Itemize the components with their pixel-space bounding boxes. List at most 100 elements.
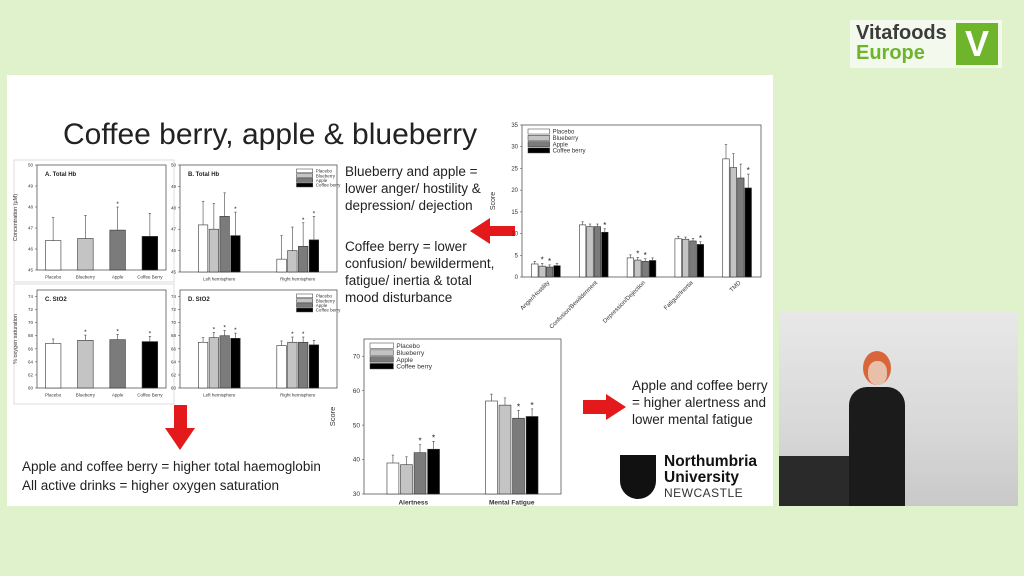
legend-label: Blueberry bbox=[316, 298, 336, 303]
plot-area bbox=[521, 124, 762, 278]
x-tick-label: Anger/Hostility bbox=[520, 280, 552, 312]
chart-title: D. StO2 bbox=[188, 297, 210, 303]
bar bbox=[729, 167, 737, 278]
y-tick-label: 68 bbox=[28, 333, 34, 338]
y-tick-label: 46 bbox=[171, 248, 177, 253]
university-logo-line2: University bbox=[664, 469, 739, 486]
vitafoods-logo-line2: Europe bbox=[856, 42, 925, 64]
slide-title: Coffee berry, apple & blueberry bbox=[63, 118, 478, 151]
y-axis-label: Score bbox=[328, 407, 337, 427]
significance-star: * bbox=[541, 256, 544, 265]
legend-label: Blueberry bbox=[316, 173, 336, 178]
bar bbox=[198, 341, 209, 389]
bar bbox=[601, 231, 609, 278]
chart-title: A. Total Hb bbox=[45, 172, 77, 178]
y-tick-label: 64 bbox=[171, 359, 177, 364]
y-tick-label: 72 bbox=[171, 307, 177, 312]
bar bbox=[593, 226, 601, 278]
y-tick-label: 47 bbox=[171, 227, 177, 232]
significance-star: * bbox=[517, 401, 521, 411]
blueberry-apple-text: Blueberry and apple = lower anger/ hosti… bbox=[345, 164, 481, 213]
y-tick-label: 50 bbox=[171, 163, 177, 168]
legend-swatch bbox=[296, 182, 313, 188]
bar bbox=[641, 261, 649, 278]
bar bbox=[689, 240, 697, 278]
chart-1: 45 46 47 48 49 50 B. Total Hb * Left hemisphere *… bbox=[171, 163, 341, 282]
x-tick-label: Apple bbox=[112, 275, 124, 280]
y-tick-label: 74 bbox=[171, 294, 177, 299]
bar bbox=[141, 236, 158, 271]
y-tick-label: 66 bbox=[171, 346, 177, 351]
bar bbox=[298, 341, 309, 389]
bar bbox=[586, 226, 594, 278]
x-tick-label: Right hemisphere bbox=[280, 277, 316, 282]
bar bbox=[579, 224, 587, 278]
bar bbox=[525, 416, 539, 495]
y-tick-label: 45 bbox=[28, 268, 34, 273]
y-tick-label: 45 bbox=[171, 270, 177, 275]
x-tick-label: Coffee Berry bbox=[137, 393, 163, 398]
y-tick-label: 35 bbox=[511, 123, 518, 129]
bar bbox=[737, 177, 745, 278]
bar bbox=[276, 258, 287, 273]
significance-star: * bbox=[313, 210, 316, 217]
y-tick-label: 49 bbox=[28, 184, 34, 189]
x-tick-label: Right hemisphere bbox=[280, 393, 316, 398]
x-tick-label: TMD bbox=[729, 280, 743, 294]
bar bbox=[45, 240, 62, 271]
chart-2: 60 62 64 66 68 70 72 74 C. StO2 % oxygen saturati… bbox=[13, 283, 175, 405]
y-tick-label: 30 bbox=[353, 491, 361, 498]
bar bbox=[400, 464, 413, 495]
significance-star: * bbox=[213, 326, 216, 333]
bar bbox=[287, 250, 298, 273]
y-tick-label: 70 bbox=[28, 320, 34, 325]
legend-label: Blueberry bbox=[396, 350, 425, 357]
y-axis-label: % oxygen saturation bbox=[13, 314, 19, 364]
chart-panel-border bbox=[13, 159, 175, 283]
legend-swatch bbox=[296, 307, 313, 313]
chart-panel-border bbox=[13, 283, 175, 405]
y-tick-label: 30 bbox=[511, 145, 518, 151]
y-tick-label: 48 bbox=[171, 205, 177, 210]
x-tick-label: Confusion/Bewilderment bbox=[549, 280, 599, 330]
bar bbox=[649, 260, 657, 278]
bar bbox=[208, 337, 219, 389]
alertness-text: Apple and coffee berry = higher alertnes… bbox=[632, 378, 768, 427]
significance-star: * bbox=[418, 436, 422, 446]
legend-swatch bbox=[527, 141, 550, 147]
significance-star: * bbox=[699, 234, 702, 243]
haemoglobin-text-2: All active drinks = higher oxygen satura… bbox=[22, 478, 280, 493]
bar bbox=[287, 341, 298, 389]
bar bbox=[219, 216, 230, 273]
university-shield-icon bbox=[620, 455, 656, 499]
legend-swatch bbox=[296, 303, 313, 308]
bar bbox=[538, 265, 546, 278]
significance-star: * bbox=[302, 217, 305, 224]
x-tick-label: Blueberry bbox=[76, 275, 96, 280]
chart-title: C. StO2 bbox=[45, 297, 67, 303]
significance-star: * bbox=[234, 327, 237, 334]
y-tick-label: 20 bbox=[511, 188, 518, 194]
bar bbox=[308, 239, 319, 273]
y-tick-label: 62 bbox=[171, 372, 177, 377]
y-tick-label: 60 bbox=[171, 386, 177, 391]
significance-star: * bbox=[644, 251, 647, 260]
bar bbox=[198, 224, 209, 273]
legend-label: Placebo bbox=[316, 169, 333, 174]
significance-star: * bbox=[603, 221, 606, 230]
significance-star: * bbox=[84, 329, 87, 336]
university-logo-line3: NEWCASTLE bbox=[664, 486, 744, 500]
y-tick-label: 0 bbox=[515, 275, 519, 281]
bar bbox=[276, 345, 287, 389]
bar bbox=[626, 257, 634, 278]
legend-label: Placebo bbox=[553, 130, 575, 136]
bar bbox=[298, 246, 309, 273]
legend-label: Placebo bbox=[396, 343, 420, 350]
y-axis-label: Concentration (µM) bbox=[13, 194, 19, 241]
y-tick-label: 5 bbox=[515, 253, 519, 259]
y-tick-label: 50 bbox=[28, 163, 34, 168]
bar bbox=[141, 341, 158, 389]
legend-swatch bbox=[296, 173, 313, 178]
significance-star: * bbox=[116, 201, 119, 208]
bar bbox=[77, 340, 94, 389]
